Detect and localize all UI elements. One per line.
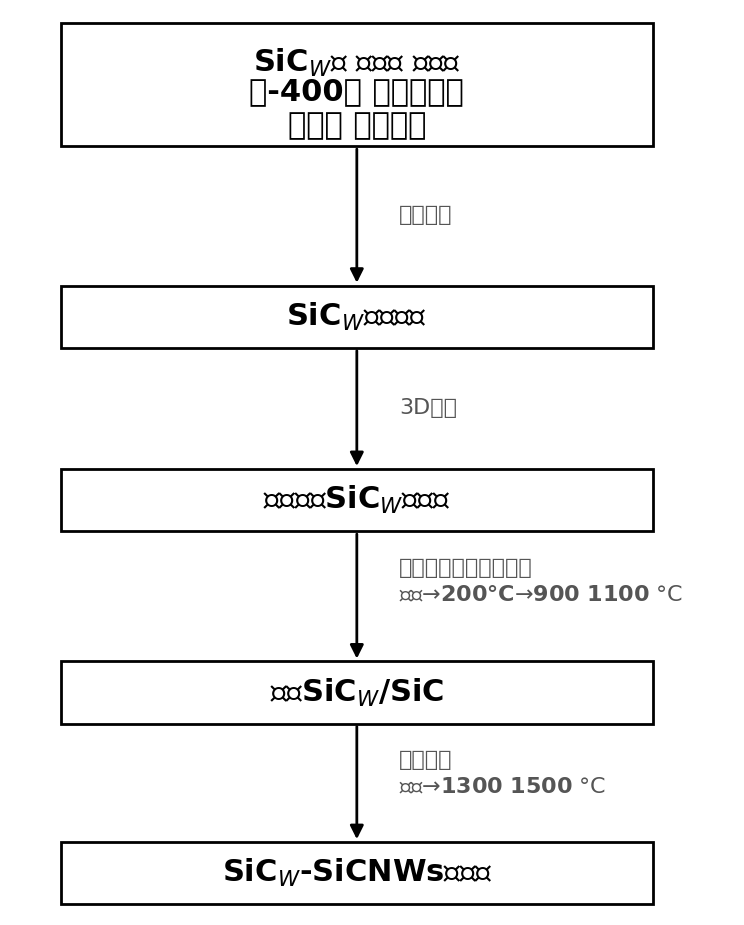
FancyBboxPatch shape (60, 661, 653, 723)
Text: 先驱体浸渍固化裂解：: 先驱体浸渍固化裂解： (399, 558, 533, 578)
Text: 醇-400、 四甲基氢氧: 醇-400、 四甲基氢氧 (249, 77, 464, 105)
Text: SiC$_W$、 糊精、 聚乙二: SiC$_W$、 糊精、 聚乙二 (253, 47, 461, 79)
Text: 3D打印: 3D打印 (399, 398, 457, 417)
Text: 多孔SiC$_W$/SiC: 多孔SiC$_W$/SiC (270, 676, 444, 709)
Text: 室温→$\bf{200°C}$→$\bf{900~1100}$ °C: 室温→$\bf{200°C}$→$\bf{900~1100}$ °C (399, 586, 683, 606)
FancyBboxPatch shape (60, 842, 653, 905)
Text: 室温→$\bf{1300~1500}$ °C: 室温→$\bf{1300~1500}$ °C (399, 778, 606, 798)
FancyBboxPatch shape (60, 286, 653, 348)
Text: 喷雾造粒: 喷雾造粒 (399, 205, 452, 225)
Text: 化铵、 去离子水: 化铵、 去离子水 (288, 111, 426, 140)
Text: SiC$_W$-SiCNWs预制体: SiC$_W$-SiCNWs预制体 (222, 857, 492, 889)
FancyBboxPatch shape (60, 469, 653, 531)
Text: 热处理：: 热处理： (399, 750, 452, 771)
Text: 两级孔隙SiC$_W$预制体: 两级孔隙SiC$_W$预制体 (263, 484, 450, 516)
FancyBboxPatch shape (60, 22, 653, 146)
Text: SiC$_W$球形颗粒: SiC$_W$球形颗粒 (286, 301, 427, 333)
